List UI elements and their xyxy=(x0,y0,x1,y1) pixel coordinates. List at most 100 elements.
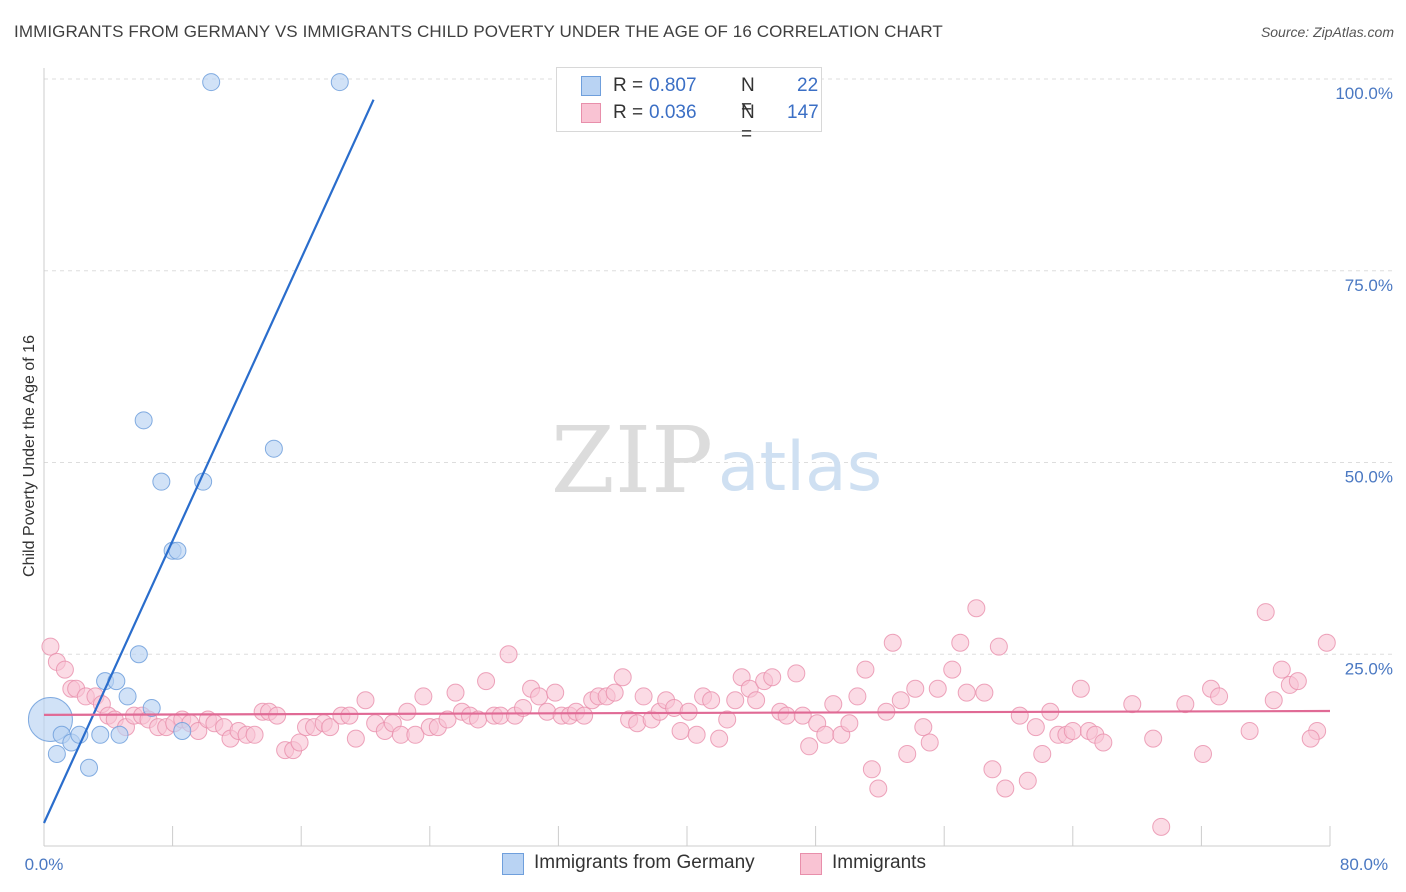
legend-r-label: R = xyxy=(613,102,644,123)
immigrants-point-121 xyxy=(983,760,1002,779)
legend-swatch-germany xyxy=(581,76,601,96)
source-credit: Source: ZipAtlas.com xyxy=(1260,24,1394,40)
germany-point-12 xyxy=(134,411,153,430)
immigrants-point-46 xyxy=(406,725,425,744)
immigrants-point-142 xyxy=(1210,687,1229,706)
immigrants-point-113 xyxy=(914,718,933,737)
immigrants-point-36 xyxy=(321,718,340,737)
immigrants-point-104 xyxy=(848,687,867,706)
immigrants-point-148 xyxy=(1288,672,1307,691)
immigrants-point-137 xyxy=(1152,817,1171,836)
germany-point-17 xyxy=(173,721,192,740)
watermark-atlas: atlas xyxy=(718,428,882,507)
immigrants-point-145 xyxy=(1264,691,1283,710)
immigrants-point-112 xyxy=(906,679,925,698)
x-tick-label-min: 0.0% xyxy=(25,855,64,874)
immigrants-point-136 xyxy=(1123,695,1142,714)
immigrants-point-98 xyxy=(800,737,819,756)
immigrants-point-117 xyxy=(951,633,970,652)
immigrants-point-105 xyxy=(856,660,875,679)
immigrants-point-47 xyxy=(414,687,433,706)
germany-point-6 xyxy=(91,725,110,744)
correlation-legend: R = 0.807 N = 22 R = 0.036 N = 147 xyxy=(556,67,822,145)
legend-r-value: 0.036 xyxy=(649,102,697,123)
immigrants-point-39 xyxy=(346,729,365,748)
immigrants-point-97 xyxy=(793,706,812,725)
immigrants-point-124 xyxy=(1010,706,1029,725)
germany-point-1 xyxy=(47,744,66,763)
legend-swatch-immigrants xyxy=(581,103,601,123)
immigrants-point-82 xyxy=(679,702,698,721)
immigrants-point-29 xyxy=(268,706,287,725)
bottom-legend-swatch-germany xyxy=(502,853,524,875)
bottom-legend-swatch-immigrants xyxy=(800,853,822,875)
bottom-legend-label-germany: Immigrants from Germany xyxy=(534,852,755,873)
immigrants-point-50 xyxy=(438,710,457,729)
immigrants-point-125 xyxy=(1018,771,1037,790)
immigrants-points xyxy=(41,599,1336,836)
y-axis-label: Child Poverty Under the Age of 16 xyxy=(21,335,38,577)
immigrants-point-120 xyxy=(975,683,994,702)
y-tick-label-100: 100.0% xyxy=(1335,84,1393,103)
immigrants-point-62 xyxy=(530,687,549,706)
immigrants-point-109 xyxy=(883,633,902,652)
immigrants-point-38 xyxy=(340,706,359,725)
immigrants-point-96 xyxy=(787,664,806,683)
germany-point-21 xyxy=(330,73,349,92)
germany-point-9 xyxy=(110,725,129,744)
immigrants-point-68 xyxy=(575,706,594,725)
immigrants-point-132 xyxy=(1071,679,1090,698)
immigrants-point-127 xyxy=(1033,744,1052,763)
legend-n-label: N = xyxy=(741,102,755,145)
legend-n-value: 22 xyxy=(797,75,819,96)
immigrants-point-51 xyxy=(446,683,465,702)
germany-point-13 xyxy=(142,698,161,717)
legend-n-label: N = xyxy=(741,75,755,118)
immigrants-point-85 xyxy=(702,691,721,710)
immigrants-point-45 xyxy=(398,702,417,721)
tick-labels: 25.0% 50.0% 75.0% 100.0% 0.0% 80.0% xyxy=(25,84,1393,874)
immigrants-point-139 xyxy=(1176,695,1195,714)
immigrants-point-106 xyxy=(862,760,881,779)
immigrants-point-55 xyxy=(477,672,496,691)
immigrants-point-2 xyxy=(55,660,74,679)
germany-point-5 xyxy=(80,758,99,777)
immigrants-point-26 xyxy=(245,725,264,744)
immigrants-point-60 xyxy=(514,698,533,717)
watermark: ZIP atlas xyxy=(551,407,882,514)
germany-point-10 xyxy=(118,687,137,706)
immigrants-point-115 xyxy=(928,679,947,698)
legend-r-label: R = xyxy=(613,75,644,96)
immigrants-point-140 xyxy=(1194,744,1213,763)
watermark-zip: ZIP xyxy=(551,407,713,514)
immigrants-point-114 xyxy=(920,733,939,752)
immigrants-point-88 xyxy=(726,691,745,710)
legend-n-value: 147 xyxy=(787,102,819,123)
germany-point-19 xyxy=(202,73,221,92)
immigrants-point-150 xyxy=(1317,633,1336,652)
immigrants-point-122 xyxy=(989,637,1008,656)
immigrants-point-95 xyxy=(777,706,796,725)
immigrants-point-58 xyxy=(499,645,518,664)
x-tick-label-max: 80.0% xyxy=(1340,855,1388,874)
immigrants-point-0 xyxy=(41,637,60,656)
germany-point-20 xyxy=(264,439,283,458)
grid-lines xyxy=(44,78,1394,655)
immigrants-point-100 xyxy=(816,725,835,744)
immigrants-point-93 xyxy=(763,668,782,687)
immigrants-point-101 xyxy=(824,695,843,714)
immigrants-point-40 xyxy=(356,691,375,710)
immigrants-point-143 xyxy=(1240,721,1259,740)
immigrants-point-138 xyxy=(1144,729,1163,748)
trend-lines xyxy=(42,99,1331,824)
immigrants-point-86 xyxy=(710,729,729,748)
immigrants-point-116 xyxy=(943,660,962,679)
chart-title: IMMIGRANTS FROM GERMANY VS IMMIGRANTS CH… xyxy=(14,22,943,41)
immigrants-point-111 xyxy=(898,744,917,763)
immigrants-point-91 xyxy=(747,691,766,710)
immigrants-point-126 xyxy=(1026,718,1045,737)
immigrants-point-151 xyxy=(1301,729,1320,748)
bottom-legend-label-immigrants: Immigrants xyxy=(832,852,926,873)
legend-r-value: 0.807 xyxy=(649,75,697,96)
